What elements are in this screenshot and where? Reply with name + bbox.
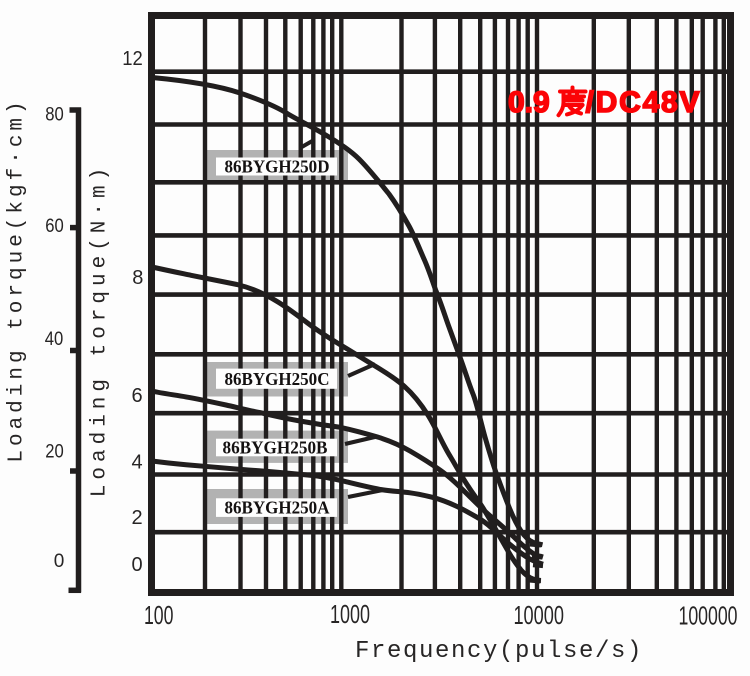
svg-text:4: 4 [131, 452, 142, 474]
svg-text:86BYGH250D: 86BYGH250D [225, 157, 330, 177]
svg-text:Frequency(pulse/s): Frequency(pulse/s) [355, 638, 643, 665]
svg-text:Loading torque(kgf·cm): Loading torque(kgf·cm) [6, 97, 29, 462]
svg-text:60: 60 [45, 216, 64, 237]
svg-text:86BYGH250C: 86BYGH250C [225, 369, 330, 389]
svg-text:86BYGH250A: 86BYGH250A [225, 498, 330, 518]
svg-text:0: 0 [54, 551, 65, 572]
svg-text:Loading torque(N·m): Loading torque(N·m) [89, 163, 112, 497]
svg-text:80: 80 [45, 104, 64, 125]
svg-text:100000: 100000 [679, 600, 738, 630]
svg-text:100: 100 [144, 600, 174, 630]
svg-text:8: 8 [132, 267, 143, 289]
svg-text:0.9: 0.9 [508, 86, 550, 119]
svg-text:6: 6 [131, 385, 142, 407]
svg-text:/DC48V: /DC48V [586, 86, 702, 119]
svg-text:20: 20 [45, 442, 64, 463]
svg-text:12: 12 [122, 48, 143, 70]
svg-text:2: 2 [131, 507, 142, 529]
svg-text:40: 40 [45, 329, 64, 350]
svg-text:10000: 10000 [513, 600, 564, 630]
svg-text:1000: 1000 [330, 599, 370, 629]
svg-text:86BYGH250B: 86BYGH250B [223, 438, 328, 458]
svg-text:0: 0 [131, 554, 142, 576]
